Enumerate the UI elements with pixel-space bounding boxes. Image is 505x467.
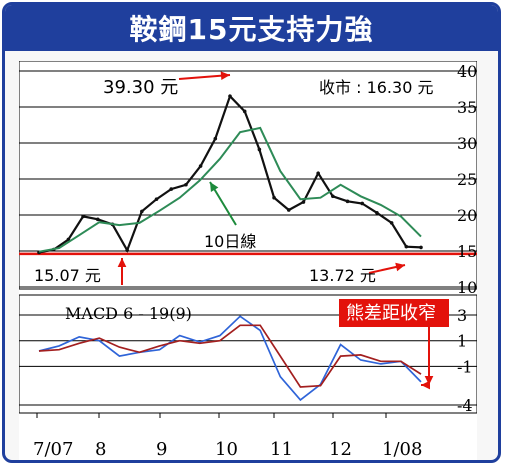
x-tick-label: 1/08 xyxy=(382,439,422,460)
price-y-tick: 15 xyxy=(457,242,477,261)
price-y-tick: 30 xyxy=(457,134,477,153)
price-point xyxy=(301,200,306,204)
price-point xyxy=(286,208,291,212)
low-arrow-2-head xyxy=(395,262,405,272)
price-point xyxy=(375,211,379,215)
price-y-tick: 10 xyxy=(457,278,477,297)
macd-y-tick: -4 xyxy=(457,396,473,415)
grid-layer xyxy=(19,61,477,460)
x-tick-label: 8 xyxy=(95,439,106,460)
price-point xyxy=(125,248,129,253)
x-tick-label: 11 xyxy=(270,439,293,460)
headline-banner: 鞍鋼15元支持力強 xyxy=(5,5,498,51)
close-readout: 收市 : 16.30 元 xyxy=(319,78,433,97)
price-point xyxy=(331,194,335,199)
price-point xyxy=(419,245,423,250)
price-point xyxy=(154,197,159,201)
x-tick-label: 9 xyxy=(156,439,167,460)
price-point xyxy=(213,136,218,141)
macd-note-arrow-head xyxy=(424,375,434,385)
ma-label: 10日線 xyxy=(204,232,256,251)
macd-y-tick: 3 xyxy=(457,306,467,325)
low-annotation-2: 13.72 元 xyxy=(309,266,376,285)
price-point xyxy=(404,244,409,249)
x-tick-label: 10 xyxy=(215,439,238,460)
macd-title: MACD 6 - 19(9) xyxy=(65,304,192,323)
high-arrow-head xyxy=(220,71,230,81)
price-point xyxy=(360,201,365,206)
macd-y-tick: -1 xyxy=(457,357,473,376)
price-point xyxy=(389,221,394,225)
low-annotation-1: 15.07 元 xyxy=(34,266,101,285)
price-y-tick: 35 xyxy=(457,98,477,117)
macd-layer xyxy=(38,315,422,402)
ma-arrow-head xyxy=(210,182,219,192)
headline-title: 鞍鋼15元支持力強 xyxy=(129,13,374,46)
price-y-tick: 40 xyxy=(457,62,477,81)
chart-card: 鞍鋼15元支持力強 10 15 20 25 30 35 40 3 1 -1 -4 7/07 8 9 10 11… xyxy=(2,2,501,463)
price-point xyxy=(140,209,144,214)
macd-y-tick: 1 xyxy=(457,332,467,351)
high-annotation: 39.30 元 xyxy=(103,77,178,98)
axis-layer: 10 15 20 25 30 35 40 3 1 -1 -4 7/07 8 9 10 11 12 1/08 xyxy=(33,62,477,460)
price-point xyxy=(95,217,100,222)
price-point xyxy=(242,109,247,114)
x-tick-label: 12 xyxy=(329,439,352,460)
macd-title-group: MACD 6 - 19(9) 熊差距收窄 xyxy=(65,299,449,327)
price-point xyxy=(345,199,350,204)
x-tick-label: 7/07 xyxy=(33,439,73,460)
price-point xyxy=(81,214,85,219)
price-y-tick: 20 xyxy=(457,206,477,225)
price-point xyxy=(184,182,188,187)
moving-average-line xyxy=(38,126,422,253)
price-layer xyxy=(19,94,477,256)
macd-line-a xyxy=(38,315,422,402)
macd-note-arrow-tip-head xyxy=(421,380,431,390)
low-arrow-1-head xyxy=(117,258,127,268)
chart-svg: 10 15 20 25 30 35 40 3 1 -1 -4 7/07 8 9 10 11 12 1/08 39.… xyxy=(19,61,477,460)
price-y-tick: 25 xyxy=(457,170,477,189)
price-point xyxy=(316,171,320,176)
chart-area: 10 15 20 25 30 35 40 3 1 -1 -4 7/07 8 9 10 11 12 1/08 39.… xyxy=(19,61,477,460)
price-point xyxy=(228,94,232,98)
price-title-group: 39.30 元 收市 : 16.30 元 15.07 元 13.72 元 10日… xyxy=(34,77,433,285)
price-point xyxy=(272,195,276,200)
macd-note: 熊差距收窄 xyxy=(346,303,436,324)
price-point xyxy=(169,187,174,191)
macd-line-b xyxy=(38,324,422,388)
macd-note-box xyxy=(339,299,449,327)
price-point xyxy=(198,164,203,168)
price-point xyxy=(257,147,262,152)
